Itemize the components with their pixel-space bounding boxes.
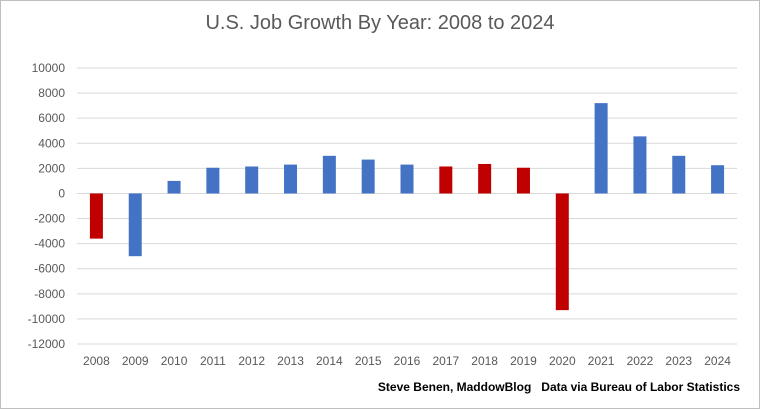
x-tick-label: 2024 <box>704 354 731 368</box>
x-tick-label: 2023 <box>665 354 692 368</box>
x-tick-label: 2008 <box>83 354 110 368</box>
bar-2018 <box>478 163 492 194</box>
x-tick-label: 2010 <box>161 354 188 368</box>
bar-2009 <box>128 193 142 257</box>
y-tick-label: 4000 <box>38 136 65 150</box>
y-tick-label: -6000 <box>34 262 65 276</box>
chart-credit: Steve Benen, MaddowBlog Data via Bureau … <box>377 380 740 394</box>
y-tick-label: 8000 <box>38 86 65 100</box>
y-axis-labels: 10000 8000 6000 4000 2000 0 -2000 -4000 -6000 -80… <box>28 61 66 351</box>
bar-2011 <box>206 167 220 194</box>
bar-2023 <box>672 155 686 194</box>
bar-2010 <box>167 180 181 194</box>
x-axis-labels: 2008 2009 2010 2011 2012 2013 2014 2015 2016 2017… <box>83 354 731 368</box>
bar-2016 <box>400 164 414 194</box>
bar-2019 <box>516 167 530 194</box>
y-tick-label: 10000 <box>32 61 66 75</box>
y-tick-label: 0 <box>58 186 65 200</box>
gridlines <box>77 67 737 345</box>
y-tick-label: -10000 <box>28 312 66 326</box>
x-tick-label: 2011 <box>200 354 226 368</box>
bar-2012 <box>245 166 259 194</box>
x-tick-label: 2009 <box>122 354 149 368</box>
y-tick-label: 6000 <box>38 111 65 125</box>
x-tick-label: 2017 <box>432 354 459 368</box>
bar-2014 <box>322 155 336 194</box>
x-tick-label: 2014 <box>316 354 343 368</box>
bar-2013 <box>284 164 298 194</box>
bar-2021 <box>594 103 608 194</box>
x-tick-label: 2015 <box>355 354 382 368</box>
x-tick-label: 2013 <box>277 354 304 368</box>
x-tick-label: 2012 <box>238 354 265 368</box>
bars <box>89 103 725 311</box>
bar-2015 <box>361 159 375 194</box>
y-tick-label: -12000 <box>28 337 66 351</box>
x-tick-label: 2016 <box>394 354 421 368</box>
y-tick-label: -8000 <box>34 287 65 301</box>
x-tick-label: 2019 <box>510 354 537 368</box>
x-tick-label: 2022 <box>627 354 654 368</box>
bar-2008 <box>89 193 103 239</box>
bar-2022 <box>633 136 647 194</box>
y-tick-label: -2000 <box>34 212 65 226</box>
x-tick-label: 2020 <box>549 354 576 368</box>
chart-title: U.S. Job Growth By Year: 2008 to 2024 <box>205 12 555 34</box>
bar-2024 <box>711 165 725 194</box>
x-tick-label: 2021 <box>588 354 615 368</box>
x-tick-label: 2018 <box>471 354 498 368</box>
bar-2020 <box>555 193 569 311</box>
y-tick-label: 2000 <box>38 161 65 175</box>
y-tick-label: -4000 <box>34 237 65 251</box>
bar-2017 <box>439 166 453 194</box>
